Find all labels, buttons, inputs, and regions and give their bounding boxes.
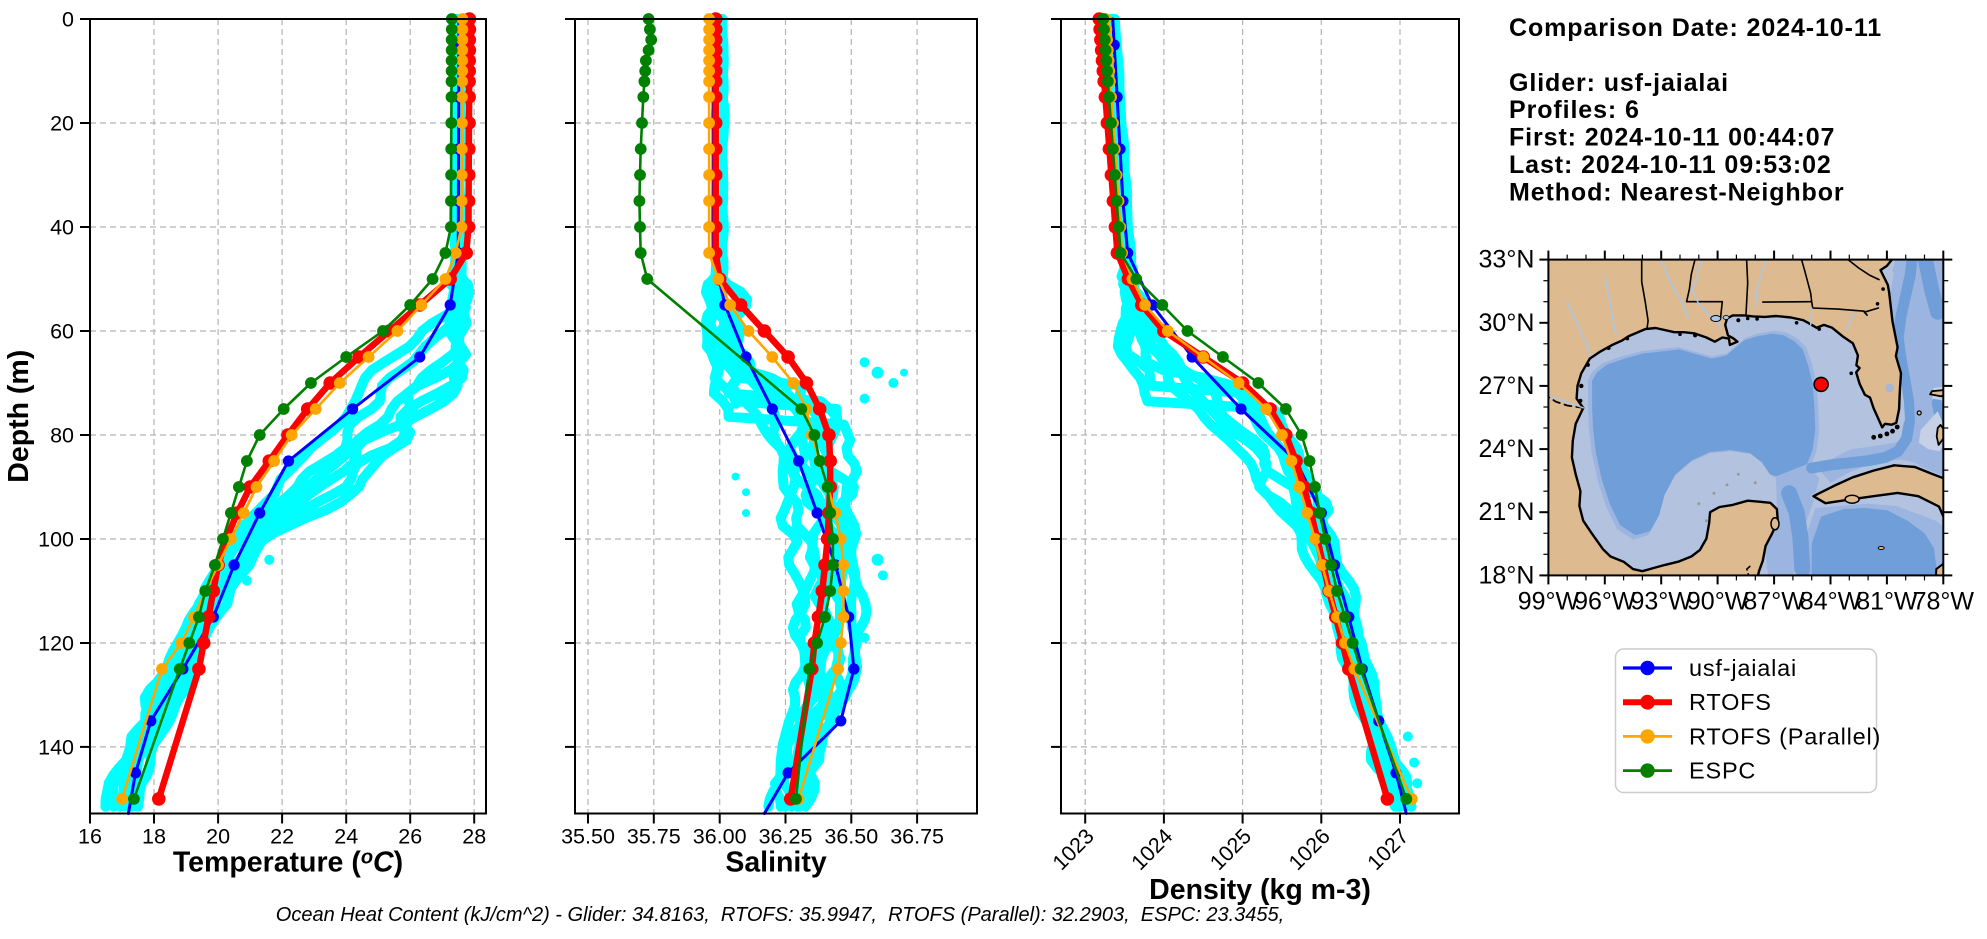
svg-text:First: 2024-10-11 00:44:07: First: 2024-10-11 00:44:07 [1509, 124, 1835, 152]
svg-text:26: 26 [398, 825, 422, 849]
svg-text:21°N: 21°N [1479, 498, 1535, 526]
svg-text:36.50: 36.50 [824, 825, 878, 849]
svg-text:93°W: 93°W [1630, 587, 1692, 615]
svg-text:140: 140 [38, 735, 74, 759]
svg-text:120: 120 [38, 632, 74, 656]
svg-text:81°W: 81°W [1856, 587, 1918, 615]
svg-text:33°N: 33°N [1479, 246, 1535, 274]
svg-text:36.00: 36.00 [693, 825, 747, 849]
svg-text:40: 40 [50, 216, 74, 240]
svg-text:80: 80 [50, 424, 74, 448]
svg-text:87°W: 87°W [1743, 587, 1805, 615]
svg-text:18°N: 18°N [1479, 561, 1535, 589]
svg-text:Density (kg m-3): Density (kg m-3) [1149, 874, 1371, 906]
svg-text:60: 60 [50, 320, 74, 344]
svg-text:24: 24 [334, 825, 358, 849]
svg-text:Glider: usf-jaialai: Glider: usf-jaialai [1509, 69, 1729, 97]
svg-text:28: 28 [462, 825, 486, 849]
svg-text:36.75: 36.75 [890, 825, 944, 849]
svg-text:0: 0 [62, 8, 74, 32]
svg-text:16: 16 [78, 825, 102, 849]
svg-text:Last: 2024-10-11 09:53:02: Last: 2024-10-11 09:53:02 [1509, 151, 1832, 179]
svg-text:78°W: 78°W [1913, 587, 1975, 615]
svg-text:27°N: 27°N [1479, 372, 1535, 400]
svg-text:90°W: 90°W [1687, 587, 1749, 615]
svg-text:20: 20 [206, 825, 230, 849]
svg-text:Salinity: Salinity [725, 847, 827, 879]
svg-text:Depth (m): Depth (m) [3, 350, 35, 483]
svg-text:99°W: 99°W [1518, 587, 1580, 615]
svg-text:35.75: 35.75 [627, 825, 681, 849]
svg-text:RTOFS (Parallel): RTOFS (Parallel) [1689, 723, 1881, 749]
svg-text:Method: Nearest-Neighbor: Method: Nearest-Neighbor [1509, 178, 1845, 206]
svg-text:22: 22 [270, 825, 294, 849]
svg-text:96°W: 96°W [1574, 587, 1636, 615]
svg-text:30°N: 30°N [1479, 309, 1535, 337]
svg-text:RTOFS: RTOFS [1689, 689, 1772, 715]
svg-text:Profiles: 6: Profiles: 6 [1509, 96, 1640, 124]
svg-text:ESPC: ESPC [1689, 758, 1756, 784]
svg-text:Comparison Date: 2024-10-11: Comparison Date: 2024-10-11 [1509, 14, 1882, 42]
svg-text:Ocean Heat Content (kJ/cm^2) -: Ocean Heat Content (kJ/cm^2) - Glider: 3… [276, 904, 1284, 926]
svg-text:20: 20 [50, 112, 74, 136]
svg-text:35.50: 35.50 [561, 825, 615, 849]
svg-text:100: 100 [38, 528, 74, 552]
svg-text:84°W: 84°W [1800, 587, 1862, 615]
svg-text:36.25: 36.25 [759, 825, 813, 849]
svg-text:usf-jaialai: usf-jaialai [1689, 655, 1797, 681]
svg-text:24°N: 24°N [1479, 435, 1535, 463]
svg-text:18: 18 [142, 825, 166, 849]
